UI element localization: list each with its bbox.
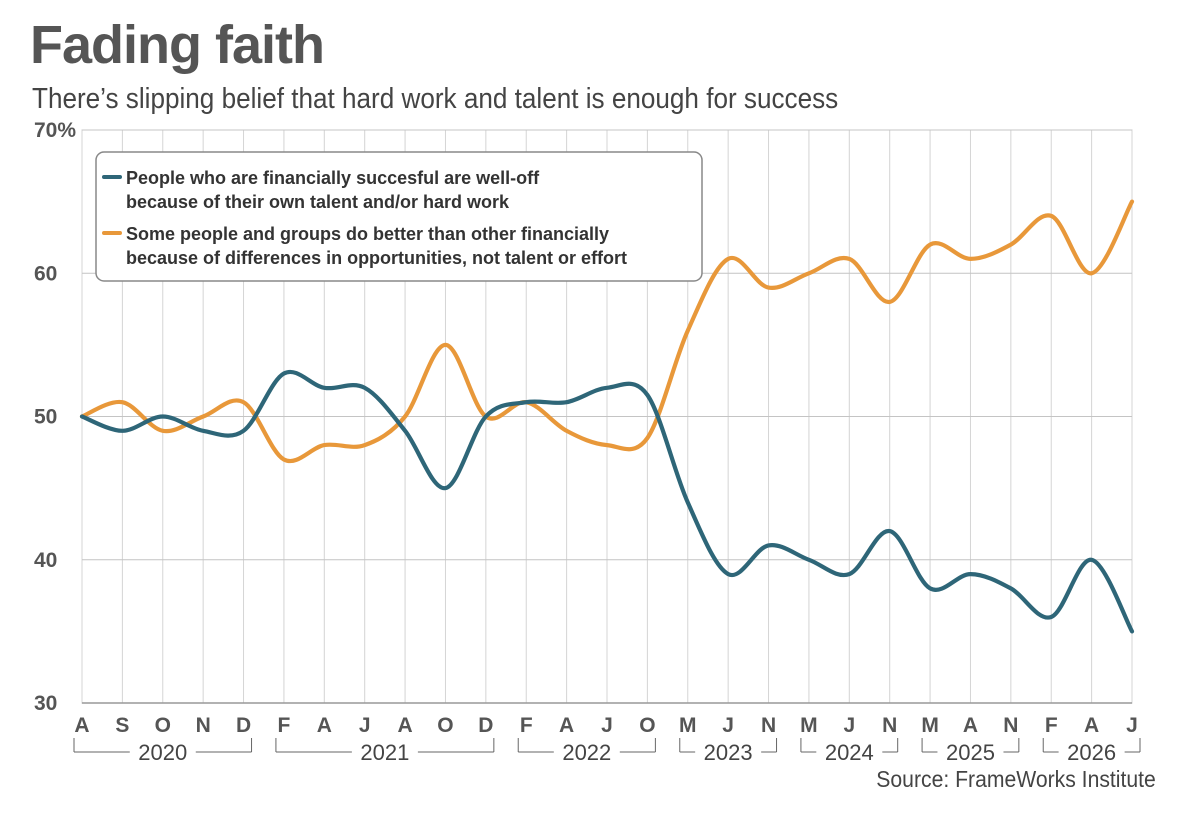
year-label: 2024 — [825, 740, 874, 765]
legend: People who are financially succesful are… — [95, 151, 703, 282]
source-note: Source: FrameWorks Institute — [876, 766, 1156, 792]
x-tick-label: A — [559, 714, 574, 737]
x-tick-label: A — [317, 714, 332, 737]
x-tick-label: J — [843, 714, 855, 737]
x-tick-label: N — [196, 714, 211, 737]
x-tick-label: D — [478, 714, 493, 737]
year-bracket: 2024 — [800, 738, 899, 765]
year-bracket: 2022 — [517, 738, 656, 765]
x-tick-label: J — [722, 714, 734, 737]
x-tick-label: O — [437, 714, 453, 737]
year-bracket: 2020 — [73, 738, 253, 765]
x-tick-label: J — [1126, 714, 1138, 737]
x-tick-label: A — [963, 714, 978, 737]
year-label: 2020 — [138, 740, 187, 765]
chart-subtitle: There’s slipping belief that hard work a… — [32, 83, 839, 115]
x-tick-label: O — [639, 714, 655, 737]
chart-title: Fading faith — [30, 15, 325, 75]
x-tick-label: F — [520, 714, 533, 737]
year-bracket: 2023 — [679, 738, 778, 765]
legend-label: Some people and groups do better than ot… — [126, 224, 609, 244]
year-label: 2023 — [704, 740, 753, 765]
y-tick-label: 50 — [34, 406, 57, 429]
series-line-talent-hard-work — [79, 369, 1135, 634]
legend-box — [95, 151, 703, 282]
legend-label: People who are financially succesful are… — [126, 168, 540, 188]
x-tick-label: A — [397, 714, 412, 737]
x-tick-label: M — [800, 714, 818, 737]
x-tick-label: J — [601, 714, 613, 737]
year-bracket: 2021 — [275, 738, 495, 765]
y-tick-label: 30 — [34, 692, 57, 715]
year-label: 2025 — [946, 740, 995, 765]
x-tick-label: F — [278, 714, 291, 737]
x-tick-label: N — [761, 714, 776, 737]
year-label: 2022 — [562, 740, 611, 765]
year-bracket: 2026 — [1042, 738, 1141, 765]
x-tick-label: F — [1045, 714, 1058, 737]
x-tick-label: A — [74, 714, 89, 737]
legend-label: because of differences in opportunities,… — [126, 248, 627, 268]
x-tick-label: M — [679, 714, 697, 737]
x-tick-label: D — [236, 714, 251, 737]
y-tick-label: 60 — [34, 262, 57, 285]
x-tick-label: O — [155, 714, 171, 737]
year-label: 2026 — [1067, 740, 1116, 765]
x-tick-label: J — [359, 714, 371, 737]
y-tick-label: 40 — [34, 549, 57, 572]
x-tick-label: N — [1003, 714, 1018, 737]
x-tick-label: A — [1084, 714, 1099, 737]
y-tick-label: 70% — [34, 119, 76, 142]
year-label: 2021 — [360, 740, 409, 765]
x-tick-label: S — [115, 714, 129, 737]
year-bracket: 2025 — [921, 738, 1020, 765]
legend-label: because of their own talent and/or hard … — [126, 192, 510, 212]
x-tick-label: M — [921, 714, 939, 737]
x-tick-label: N — [882, 714, 897, 737]
series-line-opportunity-differences — [79, 199, 1135, 464]
